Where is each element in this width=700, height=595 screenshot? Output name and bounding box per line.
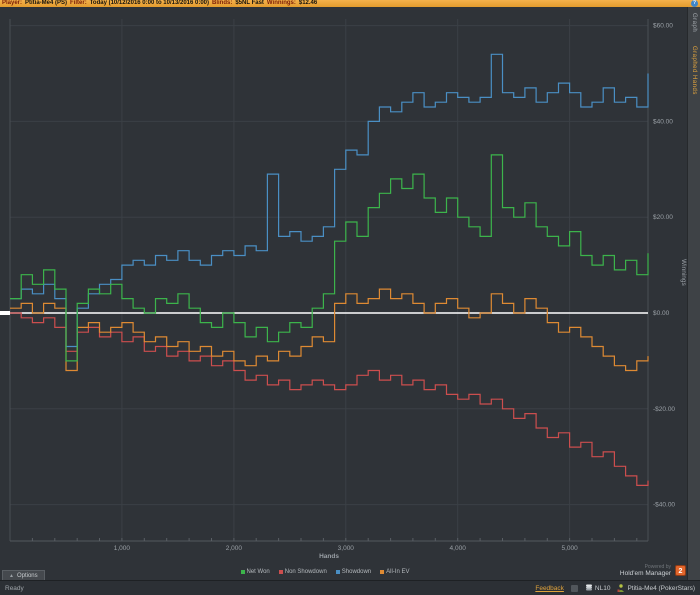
legend-swatch — [335, 570, 340, 574]
help-icon[interactable]: ? — [691, 0, 698, 7]
y-tick-label: $0.00 — [653, 310, 670, 317]
y-axis-title: Winnings — [680, 259, 687, 286]
player-icon — [617, 584, 625, 592]
filter-label: Filter: — [70, 0, 87, 6]
y-tick-label: -$20.00 — [653, 406, 675, 413]
x-tick-label: 3,000 — [338, 545, 355, 552]
holdem-manager-logo: 2 — [675, 565, 686, 576]
legend-label: All-In EV — [386, 569, 410, 575]
powered-by-text: Powered by — [644, 564, 671, 570]
right-tab-strip: Graph Graphed Hands — [687, 7, 700, 580]
legend-swatch — [380, 570, 385, 574]
stakes-selector[interactable]: NL10 — [585, 584, 611, 592]
x-tick-label: 2,000 — [226, 545, 243, 552]
powered-by-block: Powered by Hold'em Manager 2 — [620, 564, 686, 577]
tab-graphed-hands[interactable]: Graphed Hands — [691, 46, 697, 96]
x-tick-label: 1,000 — [114, 545, 131, 552]
legend-item-showdown[interactable]: Showdown — [335, 569, 372, 575]
filter-value: Today (10/12/2016 0:00 to 10/13/2016 0:0… — [89, 0, 209, 6]
feedback-link[interactable]: Feedback — [535, 584, 564, 592]
start-marker — [0, 311, 10, 315]
x-tick-label: 5,000 — [561, 545, 578, 552]
y-tick-label: $40.00 — [653, 118, 673, 125]
options-label: Options — [16, 572, 38, 579]
title-filter-bar: Player: Ptitia-Me4 (PS) Filter: Today (1… — [0, 0, 700, 7]
winnings-value: $12.46 — [298, 0, 318, 6]
stakes-label: NL10 — [594, 584, 611, 592]
winnings-chart: 1,000 2,000 3,000 4,000 5,000 $60.00 $40.00 $20… — [0, 19, 687, 560]
player-account-label: Ptitia-Me4 (PokerStars) — [627, 584, 695, 592]
winnings-label: Winnings: — [266, 0, 296, 6]
player-name: Ptitia-Me4 (PS) — [25, 0, 68, 6]
y-tick-label: -$40.00 — [653, 502, 675, 509]
y-tick-label: $20.00 — [653, 214, 673, 221]
player-selector[interactable]: Ptitia-Me4 (PokerStars) — [617, 584, 695, 592]
status-bar: Ready Feedback NL10 Ptitia-Me4 (PokerSta… — [0, 580, 700, 595]
chart-legend: Net Won Non Showdown Showdown All-In EV — [0, 569, 650, 575]
blinds-label: Blinds: — [212, 0, 233, 6]
x-axis-title: Hands — [319, 553, 339, 560]
tab-graph[interactable]: Graph — [691, 13, 697, 33]
brand-name: Hold'em Manager — [619, 570, 671, 577]
graph-panel: 1,000 2,000 3,000 4,000 5,000 $60.00 $40.00 $20… — [0, 7, 700, 580]
y-tick-label: $60.00 — [653, 23, 673, 30]
legend-label: Showdown — [341, 569, 372, 575]
legend-item-non-showdown[interactable]: Non Showdown — [278, 569, 327, 575]
legend-swatch — [278, 570, 283, 574]
series-net-won — [10, 154, 649, 362]
legend-item-all-in-ev[interactable]: All-In EV — [380, 569, 409, 575]
legend-item-net-won[interactable]: Net Won — [240, 569, 270, 575]
legend-swatch — [240, 570, 245, 574]
legend-label: Non Showdown — [284, 569, 327, 575]
blinds-value: $5NL Fast — [235, 0, 264, 6]
options-button[interactable]: ▲ Options — [2, 570, 45, 580]
series-showdown — [10, 53, 649, 348]
collapse-arrow-icon: ▲ — [9, 572, 14, 579]
player-label: Player: — [2, 0, 23, 6]
status-ready-text: Ready — [5, 584, 24, 592]
x-tick-label: 4,000 — [450, 545, 467, 552]
series-all-in-ev — [10, 288, 649, 372]
chip-stack-icon — [585, 584, 592, 591]
filter-mini-icon[interactable] — [570, 584, 578, 592]
series-non-showdown — [10, 312, 649, 486]
legend-label: Net Won — [246, 569, 270, 575]
